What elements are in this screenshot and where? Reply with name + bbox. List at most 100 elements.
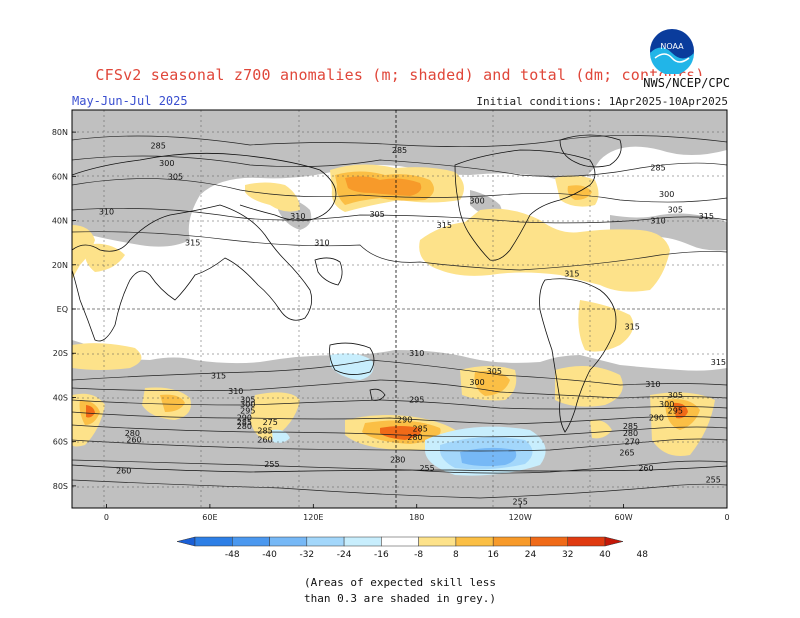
contour-label: 310 [650,217,665,226]
map-title: CFSv2 seasonal z700 anomalies (m; shaded… [95,66,705,84]
contour-label: 290 [397,416,412,425]
contour-label: 280 [125,429,140,438]
contour-label: 315 [437,221,452,230]
colorbar-segment [567,536,606,547]
colorbar: -48 -40 -32 -24 -16 -8 8 16 24 32 40 48 [176,536,649,560]
lon-label: 60E [202,513,217,522]
contour-label: 300 [159,159,174,168]
colorbar-segment [418,536,457,547]
organization-label: NWS/NCEP/CPC [643,76,730,90]
lat-label: 60N [52,172,68,181]
contour-label: 295 [409,396,424,405]
contour-label: 295 [240,407,255,416]
contour-label: 255 [706,475,721,484]
lat-label: 60S [53,438,68,447]
contour-label: 255 [419,464,434,473]
lon-label: 120W [509,513,532,522]
colorbar-segment [343,536,382,547]
contour-label: 310 [409,349,424,358]
colorbar-tick-label: -40 [262,550,277,560]
contour-label: 280 [237,422,252,431]
colorbar-segment [194,536,233,547]
contour-label: 285 [151,141,166,150]
colorbar-tick-label: 8 [453,550,459,560]
contour-label: 270 [625,438,640,447]
contour-label: 310 [290,212,305,221]
contour-label: 280 [390,455,405,464]
colorbar-segment [455,536,494,547]
colorbar-tick-label: 32 [562,550,573,560]
contour-label: 260 [116,466,131,475]
contour-label: 260 [638,464,653,473]
contour-label: 285 [257,427,272,436]
colorbar-segment [232,536,270,547]
colorbar-segment [306,536,345,547]
colorbar-tick-label: 48 [637,550,649,560]
initial-conditions: Initial conditions: 1Apr2025-10Apr2025 [476,95,728,108]
contour-label: 310 [314,239,329,248]
contour-label: 300 [240,400,255,409]
contour-label: 315 [699,212,714,221]
contour-label: 290 [649,413,664,422]
lon-label: 0 [724,513,729,522]
lon-label: 0 [104,513,109,522]
lat-label: 20S [53,349,68,358]
contour-label: 255 [264,460,279,469]
contour-label: 305 [369,210,384,219]
contour-label: 315 [211,371,226,380]
contour-label: 280 [623,429,638,438]
colorbar-tick-label: 24 [525,550,537,560]
positive-anomalies [72,164,715,456]
contour-label: 300 [469,197,484,206]
colorbar-tick-label: -8 [414,550,423,560]
contour-label: 285 [237,418,252,427]
colorbar-low-arrow [176,536,196,547]
colorbar-tick-label: 40 [599,550,611,560]
contour-label: 315 [564,270,579,279]
contour-label: 305 [668,206,683,215]
skill-footnote: (Areas of expected skill less than 0.3 a… [0,575,800,607]
colorbar-tick-label: 16 [487,550,499,560]
contour-label: 310 [99,208,114,217]
forecast-period: May-Jun-Jul 2025 [72,94,188,108]
lon-label: 120E [303,513,323,522]
height-contours [72,135,727,499]
contour-label: 300 [659,400,674,409]
lat-label: 80N [52,128,68,137]
longitude-labels: 0 60E 120E 180 120W 60W 0 [104,504,730,522]
colorbar-tick-label: -48 [225,550,240,560]
noaa-logo-icon: NOAA [650,29,694,74]
contour-label: 275 [263,418,278,427]
contour-label: 315 [625,323,640,332]
contour-label: 265 [619,449,634,458]
coastlines [72,134,727,473]
contour-label: 310 [645,380,660,389]
lat-label: 20N [52,261,68,270]
contour-label: 260 [126,435,141,444]
contour-label: 285 [392,146,407,155]
lat-label: 80S [53,482,68,491]
contour-label: 280 [407,433,422,442]
lon-label: 60W [615,513,633,522]
logo-text: NOAA [660,42,684,51]
contour-label: 300 [469,378,484,387]
contour-label: 255 [513,497,528,506]
lon-label: 180 [409,513,424,522]
colorbar-tick-label: -16 [374,550,389,560]
footnote-line-2: than 0.3 are shaded in grey.) [303,592,497,605]
contour-label: 310 [228,387,243,396]
contour-label: 290 [237,413,252,422]
latitude-labels: 80N 60N 40N 20N EQ 20S 40S 60S 80S [52,128,76,491]
contour-label: 300 [659,190,674,199]
contour-label: 285 [623,422,638,431]
contour-label: 260 [257,435,272,444]
contour-label: 285 [413,424,428,433]
contour-label: 305 [487,367,502,376]
colorbar-segment [530,536,568,547]
contour-label: 315 [711,358,726,367]
colorbar-high-arrow [604,536,624,547]
colorbar-segment [269,536,308,547]
contour-label: 305 [240,396,255,405]
